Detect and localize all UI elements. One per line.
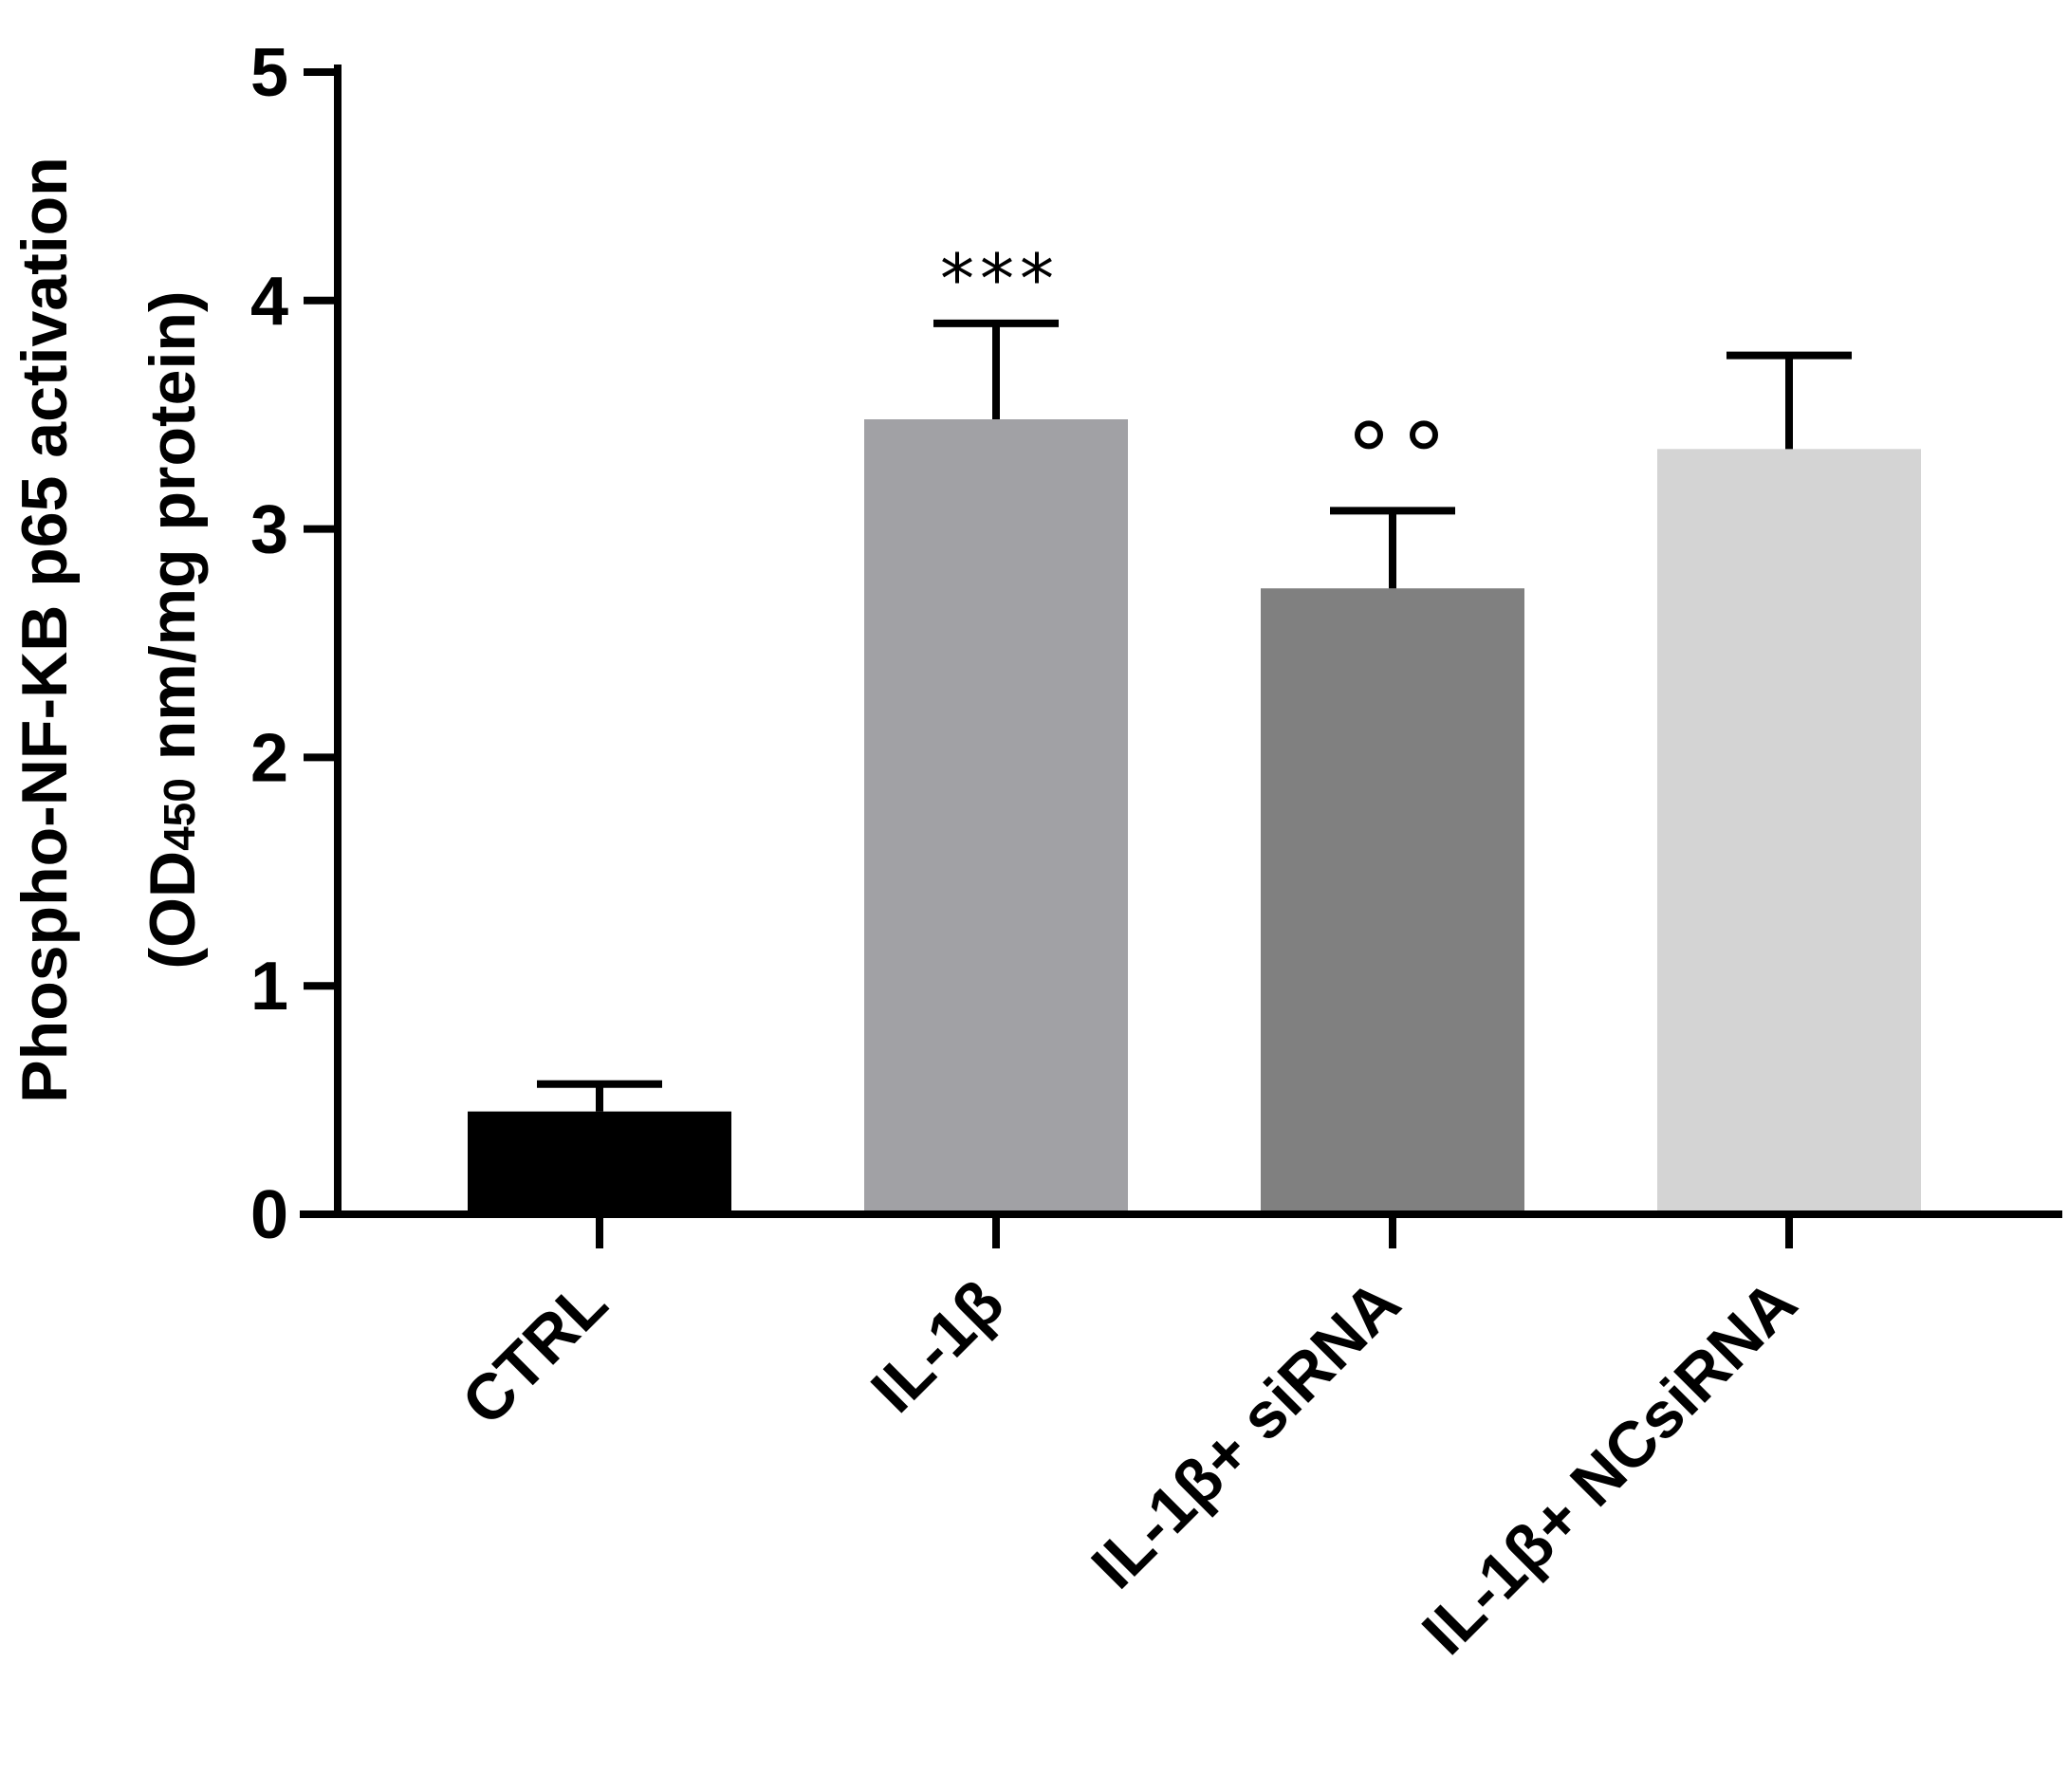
y-axis-label-line2: (OD450 nm/mg protein) (137, 290, 209, 969)
y-tick-label-0: 0 (250, 1177, 288, 1253)
significance-asterisks: *** (940, 239, 1060, 319)
y-axis-label-suffix: nm/mg protein) (137, 290, 209, 778)
y-tick-label-2: 2 (250, 720, 288, 796)
bars-group (468, 419, 1921, 1214)
x-tick-label-0: CTRL (449, 1266, 621, 1439)
x-tick-label-1: IL-1β (858, 1266, 1018, 1427)
y-tick-label-1: 1 (250, 949, 288, 1025)
bar-1 (864, 419, 1128, 1214)
y-tick-label-4: 4 (250, 264, 288, 340)
significance-circle-1 (1410, 420, 1438, 450)
significance-circle-0 (1355, 420, 1383, 450)
bar-3 (1657, 449, 1921, 1214)
bar-0 (468, 1111, 731, 1214)
y-axis-label-subscript: 450 (155, 778, 204, 851)
bar-2 (1261, 588, 1524, 1214)
y-tick-label-5: 5 (250, 35, 288, 111)
y-axis-label-line1: Phospho-NF-KB p65 activation (9, 157, 81, 1102)
error-bars-group (537, 319, 1852, 1112)
y-ticks-group: 0 1 2 3 4 5 (250, 35, 338, 1253)
x-tick-label-2: IL-1β+ siRNA (1078, 1266, 1413, 1602)
y-tick-label-3: 3 (250, 492, 288, 568)
annotations-group: *** (940, 239, 1438, 450)
y-axis-label-prefix: (OD (137, 851, 209, 970)
x-tick-label-3: IL-1β+ NCsiRNA (1409, 1266, 1811, 1669)
y-axis-label: Phospho-NF-KB p65 activation (OD450 nm/m… (9, 157, 209, 1102)
